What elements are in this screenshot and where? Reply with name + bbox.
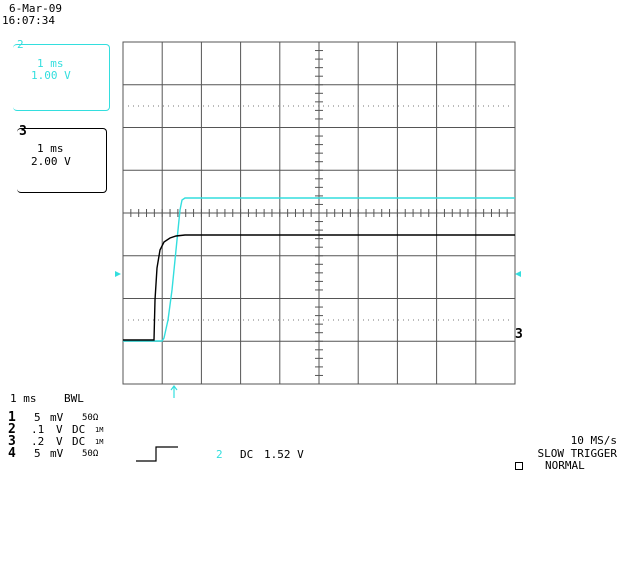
bwl-label: BWL [64,392,84,405]
channel-row-4: 4 5 mV 50Ω [8,446,98,561]
right-trigger-marker [515,271,521,277]
channel-row-scale: 5 [34,411,41,424]
trigger-level: 1.52 V [264,448,304,461]
timebase-label: 1 ms [10,392,37,405]
channel-row-num: 2 [8,422,16,437]
channel-row-scale: 5 [34,447,41,460]
channel-3-box[interactable] [17,128,107,193]
trigger-position-arrow [170,385,178,398]
channel-row-impedance: 1M [95,426,104,434]
channel-row-num: 1 [8,410,16,425]
date-label: 6-Mar-09 [9,2,62,15]
trigger-channel: 2 [216,448,223,461]
channel-row-1: 1 5 mV 50Ω [8,410,98,525]
channel-3-id: 3 [19,124,27,139]
channel-row-num: 4 [8,446,16,461]
channel-row-unit: mV [50,447,64,460]
channel-2-voltsdiv: 1.00 V [31,69,71,82]
channel-row-coupling: DC [72,423,86,436]
acquisition-mode: SLOW TRIGGER [537,447,617,460]
channel-3-ref-marker: 3 [515,327,523,342]
channel-row-3: 3 .2 V DC 1M [8,434,103,568]
channel-row-unit: V [56,435,63,448]
channel-row-impedance: 50Ω [82,449,99,459]
channel-2-box[interactable] [13,44,110,111]
channel-row-impedance: 50Ω [82,413,99,423]
channel-row-unit: V [56,423,63,436]
channel-3-timediv: 1 ms [37,142,64,155]
channel-row-num: 3 [8,434,16,449]
trigger-slope-icon [136,446,178,462]
trigger-coupling: DC [240,448,254,461]
channel-2-timediv: 1 ms [37,57,64,70]
channel-2-trace [123,197,515,342]
channel-row-scale: .1 [31,423,45,436]
channel-row-2: 2 .1 V DC 1M [8,422,103,556]
channel-row-unit: mV [50,411,64,424]
channel-2-id: 2 [17,38,24,51]
left-trigger-marker [115,271,121,277]
channel-3-voltsdiv: 2.00 V [31,155,71,168]
channel-row-coupling: DC [72,435,86,448]
sample-rate: 10 MS/s [570,434,617,447]
trigger-state-checkbox[interactable] [515,462,523,470]
channel-3-trace [123,234,515,341]
channel-row-impedance: 1M [95,438,104,446]
trigger-state: NORMAL [545,459,585,472]
oscilloscope-screen [115,41,521,462]
time-label: 16:07:34 [2,14,55,27]
graticule-dots [128,105,513,321]
channel-row-scale: .2 [31,435,45,448]
